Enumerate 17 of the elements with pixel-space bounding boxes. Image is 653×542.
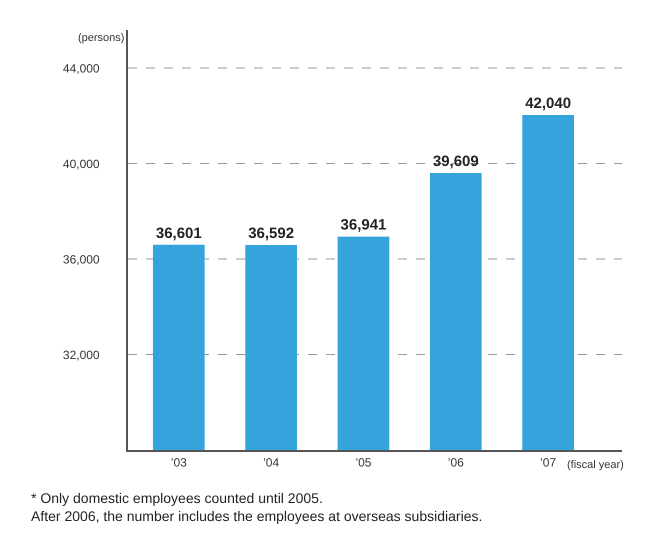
data-label: 39,609 bbox=[432, 152, 479, 170]
x-tick-label: ’07 bbox=[540, 455, 556, 470]
data-label: 36,592 bbox=[248, 224, 294, 242]
data-label: 42,040 bbox=[525, 94, 572, 112]
y-tick-label: 44,000 bbox=[62, 61, 100, 76]
y-tick-label: 36,000 bbox=[62, 252, 100, 266]
data-label: 36,941 bbox=[340, 216, 386, 234]
y-axis-title: (persons) bbox=[78, 32, 124, 44]
x-tick-label: ’06 bbox=[448, 455, 464, 470]
x-axis-title: (fiscal year) bbox=[567, 459, 624, 471]
text: * Only domestic employees counted until 2005. After 2006, the number includes the employees at overseas subsidiaries. bbox=[31, 490, 482, 524]
y-tick-label: 32,000 bbox=[62, 348, 100, 362]
x-tick-label: ’05 bbox=[355, 455, 372, 470]
data-label: 36,601 bbox=[156, 224, 202, 242]
y-tick-label: 40,000 bbox=[62, 156, 100, 171]
x-tick-label: ’03 bbox=[170, 455, 188, 470]
x-tick-label: ’04 bbox=[263, 455, 280, 470]
